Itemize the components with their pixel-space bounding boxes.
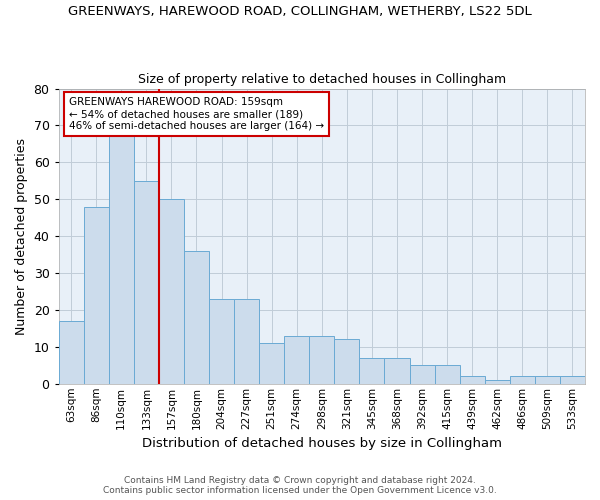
Bar [159, 200, 184, 384]
Text: GREENWAYS, HAREWOOD ROAD, COLLINGHAM, WETHERBY, LS22 5DL: GREENWAYS, HAREWOOD ROAD, COLLINGHAM, WE… [68, 5, 532, 18]
Bar [209, 299, 234, 384]
Text: Contains HM Land Registry data © Crown copyright and database right 2024.
Contai: Contains HM Land Registry data © Crown c… [103, 476, 497, 495]
Bar [535, 376, 560, 384]
Bar [510, 376, 535, 384]
Bar [434, 366, 460, 384]
Bar [309, 336, 334, 384]
Bar [83, 206, 109, 384]
Bar [234, 299, 259, 384]
Bar [259, 343, 284, 384]
Bar [485, 380, 510, 384]
Bar [59, 321, 83, 384]
Title: Size of property relative to detached houses in Collingham: Size of property relative to detached ho… [138, 73, 506, 86]
Bar [359, 358, 385, 384]
Text: GREENWAYS HAREWOOD ROAD: 159sqm
← 54% of detached houses are smaller (189)
46% o: GREENWAYS HAREWOOD ROAD: 159sqm ← 54% of… [69, 98, 324, 130]
Bar [460, 376, 485, 384]
Bar [410, 366, 434, 384]
Bar [385, 358, 410, 384]
Bar [334, 340, 359, 384]
Bar [560, 376, 585, 384]
X-axis label: Distribution of detached houses by size in Collingham: Distribution of detached houses by size … [142, 437, 502, 450]
Y-axis label: Number of detached properties: Number of detached properties [15, 138, 28, 334]
Bar [284, 336, 309, 384]
Bar [134, 181, 159, 384]
Bar [109, 129, 134, 384]
Bar [184, 251, 209, 384]
